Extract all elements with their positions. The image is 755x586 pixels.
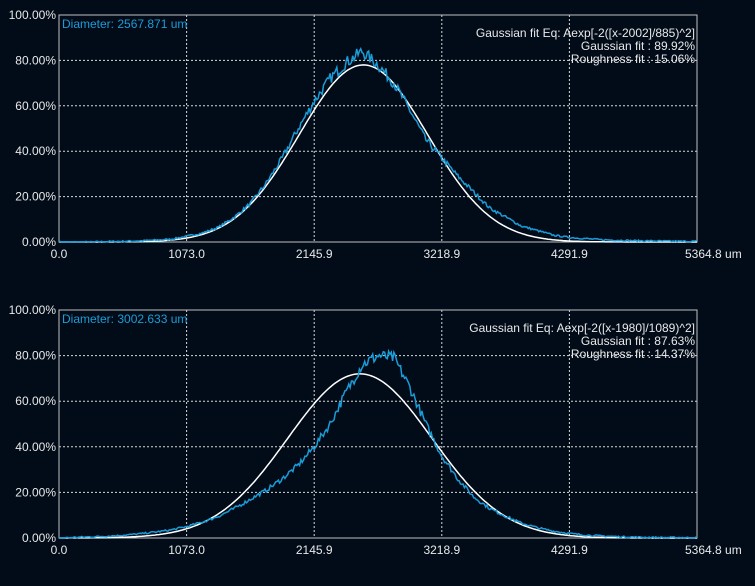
plot-frame bbox=[58, 309, 698, 539]
x-tick-label: 3218.9 bbox=[423, 247, 460, 261]
gaussian-fit-value: Gaussian fit : 89.92% bbox=[581, 39, 695, 53]
gaussian-fit-line bbox=[59, 64, 697, 243]
y-tick-label: 80.00% bbox=[15, 349, 56, 363]
y-tick-label: 20.00% bbox=[15, 190, 56, 204]
x-tick-label: 4291.9 bbox=[551, 247, 588, 261]
x-tick-label: 0.0 bbox=[51, 247, 68, 261]
measured-profile-line bbox=[58, 47, 697, 243]
y-tick-label: 100.00% bbox=[9, 303, 57, 317]
diameter-label: Diameter: 2567.871 um bbox=[62, 17, 187, 31]
y-tick-label: 40.00% bbox=[15, 440, 56, 454]
x-tick-label: 2145.9 bbox=[296, 543, 333, 557]
y-tick-label: 20.00% bbox=[15, 485, 56, 499]
diameter-label: Diameter: 3002.633 um bbox=[62, 312, 187, 326]
x-tick-label: 3218.9 bbox=[423, 543, 460, 557]
y-tick-label: 0.00% bbox=[22, 235, 56, 249]
x-tick-label: 4291.9 bbox=[551, 543, 588, 557]
y-tick-label: 60.00% bbox=[15, 394, 56, 408]
gaussian-fit-value: Gaussian fit : 87.63% bbox=[581, 334, 695, 348]
x-tick-label: 2145.9 bbox=[296, 247, 333, 261]
fit-equation: Gaussian fit Eq: Aexp[-2([x-1980]/1089)^… bbox=[469, 321, 695, 335]
x-tick-label: 5364.8 um bbox=[685, 543, 742, 557]
chart-1: 0.00% 20.00% 40.00% 60.00% 80.00% 100.00% 0.0 1… bbox=[9, 8, 742, 261]
roughness-fit-value: Roughness fit : 15.06% bbox=[571, 52, 695, 66]
y-tick-label: 60.00% bbox=[15, 99, 56, 113]
measured-profile-line bbox=[58, 348, 698, 540]
y-tick-label: 40.00% bbox=[15, 144, 56, 158]
x-tick-label: 5364.8 um bbox=[685, 247, 742, 261]
chart-2: 0.00% 20.00% 40.00% 60.00% 80.00% 100.00% 0.0 1… bbox=[9, 303, 742, 557]
plot-frame bbox=[58, 14, 698, 243]
y-tick-label: 100.00% bbox=[9, 8, 57, 22]
roughness-fit-value: Roughness fit : 14.37% bbox=[571, 347, 695, 361]
x-tick-label: 1073.0 bbox=[168, 247, 205, 261]
x-tick-label: 1073.0 bbox=[168, 543, 205, 557]
y-tick-label: 80.00% bbox=[15, 53, 56, 67]
gaussian-fit-line bbox=[59, 373, 697, 539]
x-tick-label: 0.0 bbox=[51, 543, 68, 557]
fit-equation: Gaussian fit Eq: Aexp[-2([x-2002]/885)^2… bbox=[476, 26, 695, 40]
y-tick-label: 0.00% bbox=[22, 531, 56, 545]
